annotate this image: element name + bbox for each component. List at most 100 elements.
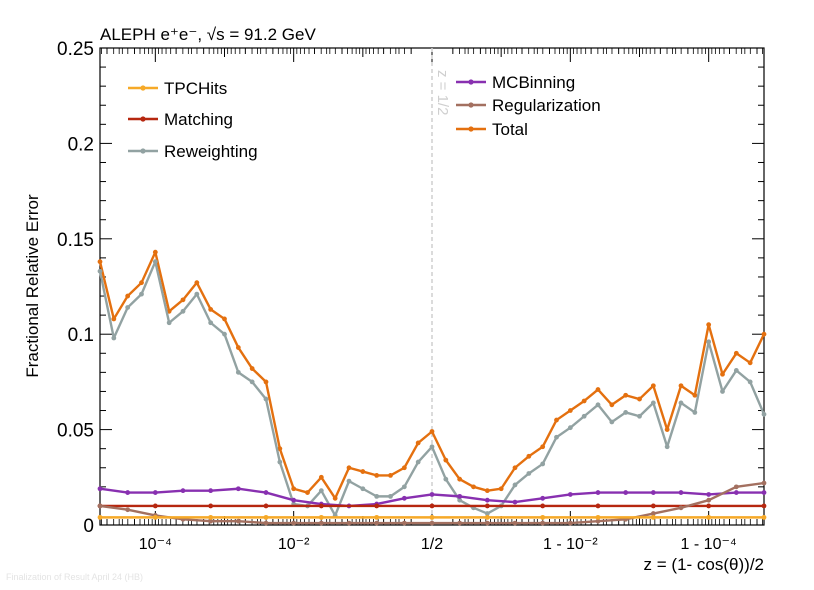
data-point-matching [706,503,712,509]
data-point-regularization [263,520,269,526]
data-point-reweighting [761,411,767,417]
data-point-total [346,465,352,471]
data-point-reweighting [194,291,200,297]
data-point-total [471,484,476,490]
data-point-reweighting [540,461,546,467]
data-point-total [374,472,380,478]
data-point-total [401,465,407,471]
data-point-matching [484,503,490,509]
data-point-reweighting [166,320,172,326]
data-point-reweighting [484,511,490,516]
data-point-regularization [318,520,324,526]
data-point-tpchits [429,514,435,520]
data-point-total [692,392,698,398]
data-point-tpchits [484,514,490,520]
data-point-mcbinning [180,488,186,494]
data-point-mcbinning [291,497,297,503]
legend-marker [468,79,474,85]
data-point-total [152,249,158,255]
data-point-total [761,331,767,337]
data-point-total [664,427,670,432]
legend-marker [468,102,474,108]
y-axis-title: Fractional Relative Error [23,194,42,378]
legend-label: Reweighting [164,142,258,161]
data-point-total [125,293,131,299]
legend-item-matching: Matching [128,110,233,129]
legend-marker [140,148,146,154]
x-tick-label: 10⁻² [278,536,310,553]
data-point-total [678,383,684,389]
data-point-regularization [761,480,767,486]
data-point-regularization [650,511,656,516]
data-point-reweighting [415,459,421,465]
data-point-total [609,402,615,408]
data-point-mcbinning [401,495,407,501]
data-point-regularization [706,497,712,503]
y-tick-label: 0.25 [57,39,94,60]
data-point-mcbinning [97,486,103,492]
data-point-mcbinning [650,490,656,495]
data-point-reweighting [692,410,698,415]
data-point-mcbinning [263,490,269,495]
data-point-total [388,472,393,478]
data-point-total [720,371,725,377]
legend-marker [140,85,146,91]
data-point-regularization [595,518,601,524]
data-point-reweighting [720,389,725,394]
data-point-reweighting [567,425,573,431]
data-point-reweighting [581,413,587,419]
data-point-tpchits [318,514,324,520]
legend-label: Regularization [492,96,601,115]
data-point-total [733,350,739,356]
data-point-total [554,417,559,423]
data-point-tpchits [761,514,767,520]
data-point-total [97,259,103,265]
data-point-mcbinning [152,490,158,495]
data-point-tpchits [650,514,656,520]
half-line-group: z = 1/2 [431,48,451,525]
data-point-total [318,474,324,480]
data-point-mcbinning [733,490,739,495]
data-point-mcbinning [235,486,241,492]
data-point-reweighting [595,402,601,408]
data-point-total [581,398,587,404]
data-point-reweighting [208,320,214,326]
data-point-reweighting [346,478,352,484]
data-point-mcbinning [429,492,435,497]
data-point-total [208,306,214,312]
data-point-matching [595,503,601,509]
legend-item-tpchits: TPCHits [128,79,227,98]
data-point-reweighting [747,379,753,385]
legend-label: Total [492,120,528,139]
data-point-total [457,476,463,482]
legend: TPCHits Matching Reweighting MCBinning Regul… [128,73,601,161]
legend-marker [140,116,146,122]
data-point-total [706,322,712,328]
data-point-reweighting [152,259,158,265]
x-tick-label: 1 - 10⁻⁴ [681,536,737,553]
series-layer [97,249,767,526]
data-point-mcbinning [623,490,629,495]
data-point-regularization [678,505,684,511]
data-point-mcbinning [678,490,684,495]
data-point-reweighting [235,369,241,375]
data-point-total [540,444,546,450]
data-point-reweighting [526,471,532,476]
data-point-total [484,488,490,494]
y-tick-label: 0.15 [57,230,94,251]
data-point-reweighting [360,486,366,492]
series-regularization [97,480,767,526]
data-point-mcbinning [457,493,463,499]
data-point-total [180,297,186,303]
data-point-tpchits [152,514,158,520]
data-point-regularization [374,520,380,526]
data-point-matching [208,503,214,509]
data-point-total [111,316,117,322]
data-point-reweighting [111,335,117,341]
data-point-reweighting [222,331,227,337]
data-point-mcbinning [761,490,767,495]
data-point-matching [318,503,324,509]
data-point-regularization [484,520,490,526]
legend-label: TPCHits [164,79,227,98]
